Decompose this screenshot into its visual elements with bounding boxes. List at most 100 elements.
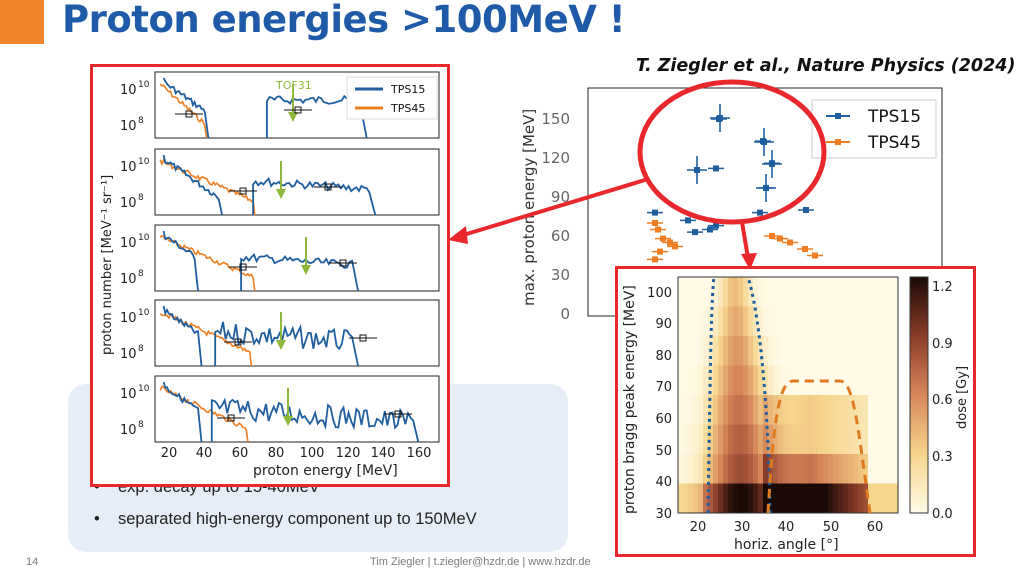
scatter-point: [713, 165, 719, 172]
heatmap-cell: [718, 395, 724, 426]
heatmap-cell: [868, 424, 874, 455]
heatmap-cell: [778, 306, 784, 337]
zoom-point: [694, 167, 700, 173]
heatmap-cell: [708, 277, 714, 308]
max-energy-scatter-chart: max. proton energy [MeV] 0 30 60 90 120 …: [520, 87, 943, 323]
heatmap-cell: [878, 336, 884, 367]
heatmap-xtick: 30: [734, 520, 751, 535]
heatmap-cell: [823, 336, 829, 367]
heatmap-cell: [893, 454, 898, 485]
spectra-ytick: 10: [120, 196, 137, 211]
heatmap-cell: [808, 306, 814, 337]
heatmap-cell: [733, 336, 739, 367]
tof-arrow-head-icon: [288, 112, 298, 122]
heatmap-cell: [743, 454, 749, 485]
heatmap-cell: [843, 483, 849, 513]
heatmap-cell: [783, 424, 789, 455]
heatmap-cell: [888, 395, 894, 426]
heatmap-cell: [798, 424, 804, 455]
heatmap-cell: [878, 454, 884, 485]
heatmap-ytick: 30: [655, 507, 672, 522]
heatmap-cell: [873, 454, 879, 485]
scatter-point: [655, 226, 661, 233]
tof-annotation: TOF31: [275, 79, 312, 92]
heatmap-cell: [758, 395, 764, 426]
heatmap-cell: [768, 336, 774, 367]
heatmap-cell: [718, 336, 724, 367]
heatmap-cell: [863, 306, 869, 337]
spectrum-marker: [239, 187, 247, 195]
heatmap-cell: [783, 306, 789, 337]
spectra-ytick-exponent: 10: [138, 233, 150, 243]
heatmap-cell: [873, 395, 879, 426]
heatmap-cell: [728, 395, 734, 426]
heatmap-xtick: 20: [690, 520, 707, 535]
heatmap-cell: [873, 306, 879, 337]
heatmap-cell: [793, 395, 799, 426]
scatter-point: [812, 252, 818, 259]
scatter-point: [685, 217, 691, 224]
scatter-point: [707, 226, 713, 233]
heatmap-cell: [808, 336, 814, 367]
heatmap-cell: [773, 336, 779, 367]
scatter-point: [652, 209, 658, 216]
heatmap-xtick: 50: [823, 520, 840, 535]
proton-spectra-chart: proton number [MeV⁻¹ sr⁻¹] proton energy…: [100, 71, 440, 479]
heatmap-cell: [813, 365, 819, 396]
heatmap-cell: [843, 365, 849, 396]
heatmap-cell: [853, 365, 859, 396]
heatmap-cell: [748, 365, 754, 396]
heatmap-cell: [738, 483, 744, 513]
heatmap-cell: [798, 395, 804, 426]
heatmap-cell: [783, 365, 789, 396]
heatmap-cell: [888, 454, 894, 485]
colorbar-tick: 0.9: [932, 337, 953, 352]
heatmap-cell: [878, 424, 884, 455]
heatmap-cell: [828, 336, 834, 367]
heatmap-cell: [893, 424, 898, 455]
spectrum-marker: [234, 338, 242, 346]
heatmap-cell: [783, 454, 789, 485]
heatmap-cell: [733, 306, 739, 337]
heatmap-cell: [733, 483, 739, 513]
spectra-ytick: 10: [120, 236, 137, 251]
heatmap-cell: [833, 424, 839, 455]
heatmap-cell: [838, 483, 844, 513]
heatmap-cell: [743, 483, 749, 513]
heatmap-cell: [748, 454, 754, 485]
heatmap-cell: [713, 454, 719, 485]
heatmap-cell: [698, 365, 704, 396]
colorbar-tick: 1.2: [932, 280, 953, 295]
heatmap-cell: [698, 424, 704, 455]
heatmap-cell: [878, 483, 884, 513]
heatmap-cell: [783, 483, 789, 513]
heatmap-cell: [828, 395, 834, 426]
heatmap-cell: [853, 277, 859, 308]
heatmap-cell: [748, 306, 754, 337]
heatmap-cell: [763, 424, 769, 455]
zoom-point: [769, 161, 775, 167]
heatmap-cell: [763, 277, 769, 308]
heatmap-cell: [858, 336, 864, 367]
heatmap-cell: [728, 424, 734, 455]
heatmap-cell: [848, 454, 854, 485]
arrow-head-icon: [448, 226, 468, 244]
heatmap-axes: [677, 276, 899, 514]
heatmap-cell: [693, 336, 699, 367]
heatmap-cell: [863, 395, 869, 426]
heatmap-cell: [763, 365, 769, 396]
heatmap-cell: [743, 395, 749, 426]
heatmap-cell: [718, 454, 724, 485]
heatmap-cell: [833, 483, 839, 513]
heatmap-cell: [788, 424, 794, 455]
spectrum-marker: [227, 414, 235, 422]
scatter-point: [692, 229, 698, 236]
bullet-text: separated high-energy component up to 15…: [118, 510, 477, 528]
heatmap-cell: [818, 306, 824, 337]
zoom-point: [717, 115, 723, 121]
heatmap-cell: [683, 424, 689, 455]
heatmap-cell: [888, 424, 894, 455]
heatmap-cell: [688, 483, 694, 513]
heatmap-cell: [888, 336, 894, 367]
heatmap-cell: [818, 395, 824, 426]
